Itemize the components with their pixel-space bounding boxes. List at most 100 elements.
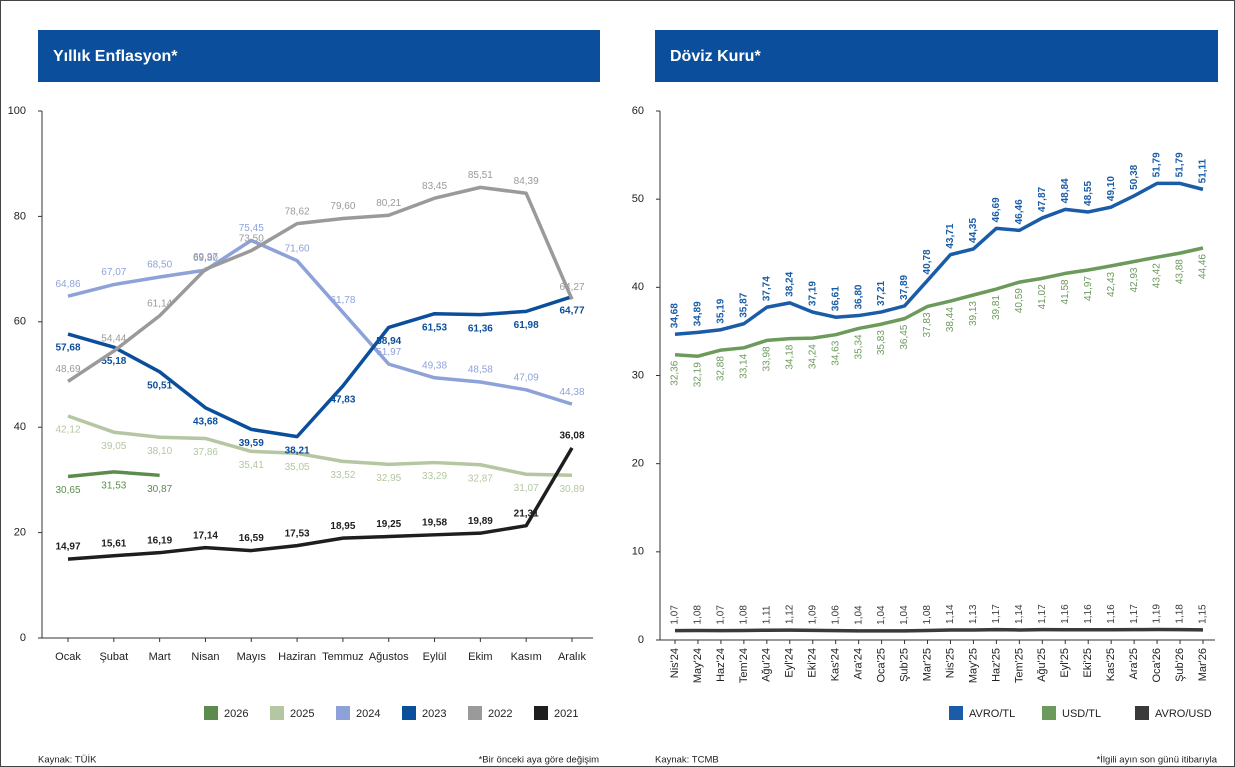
y-tick-label: 60 bbox=[14, 316, 26, 328]
legend-swatch bbox=[336, 706, 350, 720]
y-tick-label: 20 bbox=[14, 527, 26, 539]
value-label: 61,36 bbox=[468, 323, 493, 334]
legend-label: 2024 bbox=[356, 708, 380, 720]
value-label: 38,10 bbox=[147, 446, 172, 457]
value-label: 50,38 bbox=[1129, 164, 1140, 189]
value-label: 51,97 bbox=[376, 347, 401, 358]
x-tick-label: Mar'26 bbox=[1197, 648, 1209, 681]
value-label: 35,87 bbox=[739, 292, 750, 317]
y-tick-label: 60 bbox=[632, 105, 644, 117]
value-label: 51,79 bbox=[1175, 152, 1186, 177]
x-tick-label: Eyl'24 bbox=[784, 648, 796, 678]
source: Kaynak: TCMB bbox=[655, 755, 719, 766]
value-label: 68,50 bbox=[147, 260, 172, 271]
value-label: 84,39 bbox=[514, 176, 539, 187]
value-label: 1,04 bbox=[899, 605, 910, 625]
y-tick-label: 40 bbox=[632, 281, 644, 293]
value-label: 36,61 bbox=[830, 286, 841, 311]
value-label: 61,98 bbox=[514, 320, 539, 331]
value-label: 43,42 bbox=[1152, 263, 1163, 288]
value-label: 30,65 bbox=[55, 485, 80, 496]
y-tick-label: 50 bbox=[632, 193, 644, 205]
value-label: 41,58 bbox=[1060, 279, 1071, 304]
x-tick-label: Ekim bbox=[468, 651, 492, 663]
value-label: 69,97 bbox=[193, 252, 218, 263]
x-tick-label: May'24 bbox=[692, 648, 704, 683]
value-label: 31,53 bbox=[101, 480, 126, 491]
value-label: 35,19 bbox=[716, 298, 727, 323]
value-label: 1,15 bbox=[1198, 604, 1209, 624]
value-label: 43,88 bbox=[1175, 259, 1186, 284]
value-label: 1,16 bbox=[1060, 604, 1071, 624]
x-tick-label: Tem'24 bbox=[738, 648, 750, 683]
x-tick-label: Oca'25 bbox=[876, 648, 888, 683]
y-tick-label: 10 bbox=[632, 546, 644, 558]
series-line bbox=[67, 470, 160, 479]
value-label: 49,38 bbox=[422, 360, 447, 371]
value-label: 34,18 bbox=[784, 344, 795, 369]
value-label: 42,12 bbox=[55, 425, 80, 436]
value-label: 1,06 bbox=[830, 605, 841, 625]
value-label: 54,44 bbox=[101, 334, 126, 345]
x-tick-label: Haziran bbox=[278, 651, 316, 663]
chart-title: Yıllık Enflasyon* bbox=[53, 48, 178, 65]
legend-label: 2026 bbox=[224, 708, 248, 720]
value-label: 83,45 bbox=[422, 181, 447, 192]
value-label: 43,68 bbox=[193, 416, 218, 427]
value-label: 47,87 bbox=[1037, 186, 1048, 211]
value-label: 1,13 bbox=[968, 604, 979, 624]
y-tick-label: 40 bbox=[14, 421, 26, 433]
value-label: 67,07 bbox=[101, 267, 126, 278]
value-label: 61,53 bbox=[422, 322, 447, 333]
value-label: 40,59 bbox=[1014, 288, 1025, 313]
value-label: 37,74 bbox=[761, 276, 772, 301]
legend-swatch bbox=[534, 706, 548, 720]
series-line bbox=[67, 294, 573, 439]
value-label: 48,69 bbox=[55, 364, 80, 375]
x-tick-label: Tem'25 bbox=[1013, 648, 1025, 683]
value-label: 73,50 bbox=[239, 233, 264, 244]
x-tick-label: Mart bbox=[149, 651, 171, 663]
value-label: 71,60 bbox=[285, 243, 310, 254]
value-label: 47,09 bbox=[514, 372, 539, 383]
value-label: 44,46 bbox=[1198, 254, 1209, 279]
legend-label: AVRO/USD bbox=[1155, 708, 1212, 720]
value-label: 16,59 bbox=[239, 533, 264, 544]
y-tick-label: 80 bbox=[14, 210, 26, 222]
value-label: 18,95 bbox=[330, 521, 355, 532]
legend-label: USD/TL bbox=[1062, 708, 1101, 720]
value-label: 48,58 bbox=[468, 365, 493, 376]
value-label: 38,44 bbox=[945, 307, 956, 332]
series-line bbox=[67, 446, 574, 561]
value-label: 78,62 bbox=[285, 206, 310, 217]
legend-swatch bbox=[949, 706, 963, 720]
value-label: 80,21 bbox=[376, 198, 401, 209]
value-label: 44,35 bbox=[968, 218, 979, 243]
series-line bbox=[674, 181, 1204, 336]
value-label: 1,08 bbox=[693, 605, 704, 625]
value-label: 33,14 bbox=[739, 353, 750, 378]
value-label: 42,93 bbox=[1129, 267, 1140, 292]
value-label: 47,83 bbox=[330, 395, 355, 406]
value-label: 37,89 bbox=[899, 274, 910, 299]
value-label: 44,38 bbox=[559, 387, 584, 398]
legend-swatch bbox=[270, 706, 284, 720]
value-label: 33,29 bbox=[422, 471, 447, 482]
value-label: 46,46 bbox=[1014, 199, 1025, 224]
x-tick-label: Eki'25 bbox=[1082, 648, 1094, 678]
value-label: 1,08 bbox=[739, 605, 750, 625]
x-tick-label: Oca'26 bbox=[1151, 648, 1163, 683]
legend-label: AVRO/TL bbox=[969, 708, 1015, 720]
x-tick-label: Nis'24 bbox=[669, 648, 681, 678]
legend-label: 2025 bbox=[290, 708, 314, 720]
value-label: 1,04 bbox=[853, 605, 864, 625]
legend-swatch bbox=[402, 706, 416, 720]
x-tick-label: Ara'24 bbox=[853, 648, 865, 679]
value-label: 17,14 bbox=[193, 530, 218, 541]
x-tick-label: Haz'25 bbox=[990, 648, 1002, 682]
x-tick-label: Mayıs bbox=[237, 651, 267, 663]
value-label: 19,25 bbox=[376, 519, 401, 530]
x-tick-label: Eki'24 bbox=[807, 648, 819, 678]
value-label: 36,45 bbox=[899, 324, 910, 349]
value-label: 38,24 bbox=[784, 271, 795, 296]
